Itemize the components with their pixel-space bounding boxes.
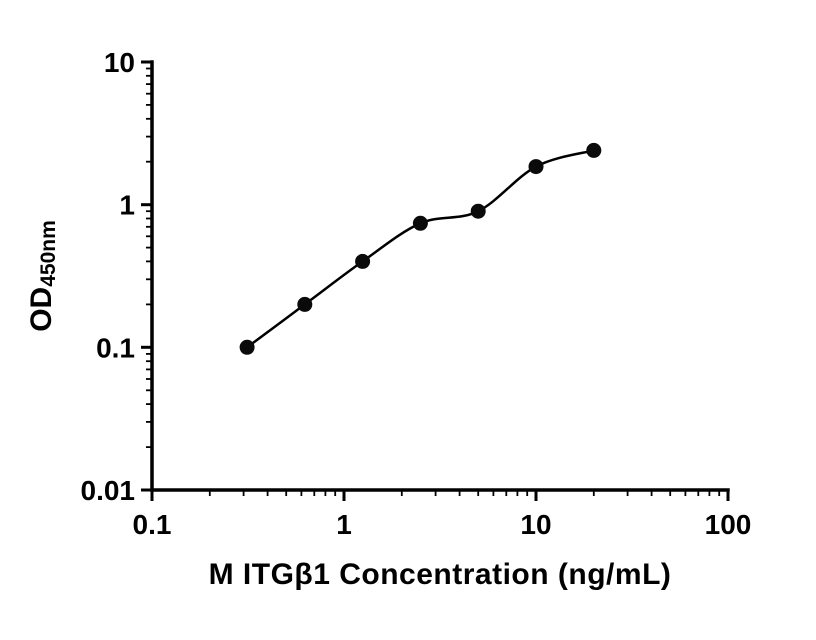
y-tick-label-1: 0.1 xyxy=(96,332,135,363)
data-point-5 xyxy=(528,159,544,175)
data-point-0 xyxy=(239,339,255,355)
fit-curve xyxy=(245,149,596,349)
x-tick-label-2: 10 xyxy=(520,509,551,540)
x-tick-label-3: 100 xyxy=(705,509,752,540)
data-point-6 xyxy=(586,142,602,158)
y-axis-title-text: OD xyxy=(25,286,58,332)
x-tick-label-1: 1 xyxy=(336,509,352,540)
data-point-2 xyxy=(355,253,371,269)
y-axis-title-subscript: 450nm xyxy=(37,220,60,287)
y-tick-label-2: 1 xyxy=(119,190,135,221)
data-point-3 xyxy=(412,215,428,231)
y-tick-label-3: 10 xyxy=(104,47,135,78)
data-point-1 xyxy=(297,296,313,312)
y-tick-label-0: 0.01 xyxy=(81,475,136,506)
x-tick-label-0: 0.1 xyxy=(133,509,172,540)
y-axis-title-rotated: OD450nm xyxy=(25,220,60,332)
x-axis-title: M ITGβ1 Concentration (ng/mL) xyxy=(152,558,728,592)
x-axis-title-text: M ITGβ1 Concentration (ng/mL) xyxy=(208,558,672,591)
data-point-4 xyxy=(470,203,486,219)
